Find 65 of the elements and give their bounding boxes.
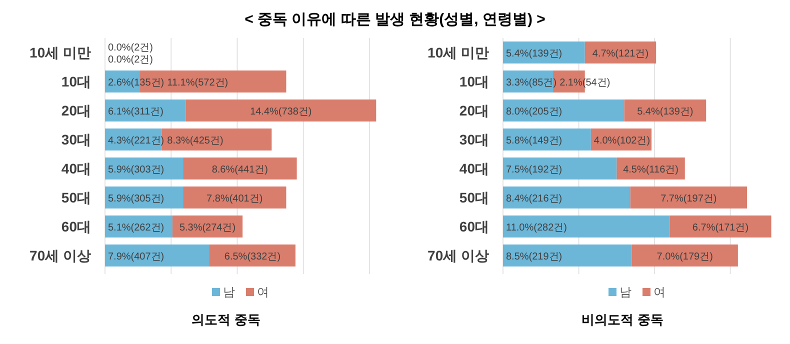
y-tick-label: 40대 [61,160,91,176]
data-label: 8.0%(205건) [506,106,562,118]
y-tick-label: 20대 [459,102,489,118]
bar [503,186,630,208]
x-axis-title: 비의도적 중독 [582,312,664,327]
data-label: 0.0%(2건) [108,42,154,54]
bar [105,244,210,266]
y-tick-label: 60대 [459,218,489,234]
legend-label: 남 [620,285,632,299]
chart-title: < 중독 이유에 따른 발생 현황(성별, 연령별) > [244,11,546,28]
data-label: 7.8%(401건) [206,194,263,204]
data-label: 7.0%(179건) [656,252,713,262]
legend-label: 여 [654,285,666,299]
bar [632,244,738,266]
y-tick-label: 20대 [61,102,91,118]
data-label: 11.0%(282건) [506,222,567,234]
y-tick-label: 40대 [459,160,489,176]
y-tick-label: 70세 이상 [30,248,91,264]
data-label: 5.9%(305건) [108,194,164,204]
y-tick-label: 30대 [459,132,489,148]
data-label: 4.5%(116건) [623,164,678,176]
data-label: 5.4%(139건) [637,106,694,118]
bar [186,100,376,122]
data-label: 5.8%(149건) [506,136,562,146]
data-label: 8.6%(441건) [212,164,268,176]
data-label: 4.7%(121건) [592,48,649,60]
bar [503,128,591,150]
data-label: 11.1%(572건) [167,78,228,88]
bar [670,216,772,238]
data-label: 5.3%(274건) [179,222,236,234]
bar [503,216,670,238]
y-tick-label: 60대 [61,218,91,234]
y-tick-label: 30대 [61,132,91,148]
y-tick-label: 50대 [61,190,91,206]
bar [503,244,632,266]
x-axis-title: 의도적 중독 [192,312,260,327]
data-label: 6.7%(171건) [692,222,749,234]
bar [183,158,297,180]
y-tick-label: 10세 미만 [428,44,489,60]
bar [183,186,286,208]
bar [503,158,617,180]
data-label: 8.4%(216건) [506,194,562,204]
data-label: 4.0%(102건) [594,136,650,146]
bar [162,128,272,150]
legend-label: 남 [223,285,235,299]
data-label: 14.4%(738건) [250,106,312,118]
data-label: 5.9%(303건) [108,164,164,176]
data-label: 8.5%(219건) [506,252,562,262]
data-label: 0.0%(2건) [108,54,154,66]
y-tick-label: 10대 [459,74,489,90]
y-tick-label: 10세 미만 [30,44,91,60]
y-tick-label: 10대 [61,74,91,90]
data-label: 6.1%(311건) [108,106,164,118]
data-label: 7.5%(192건) [506,164,562,176]
data-label: 5.1%(262건) [108,222,164,234]
data-label: 7.9%(407건) [108,252,164,262]
data-label: 7.7%(197건) [660,194,717,204]
y-tick-label: 50대 [459,190,489,206]
y-tick-label: 70세 이상 [428,248,489,264]
bar [503,100,624,122]
bar [630,186,748,208]
data-label: 6.5%(332건) [224,252,281,262]
data-label: 8.3%(425건) [167,136,224,146]
legend-label: 여 [257,285,269,299]
data-label: 5.4%(139건) [506,48,562,60]
